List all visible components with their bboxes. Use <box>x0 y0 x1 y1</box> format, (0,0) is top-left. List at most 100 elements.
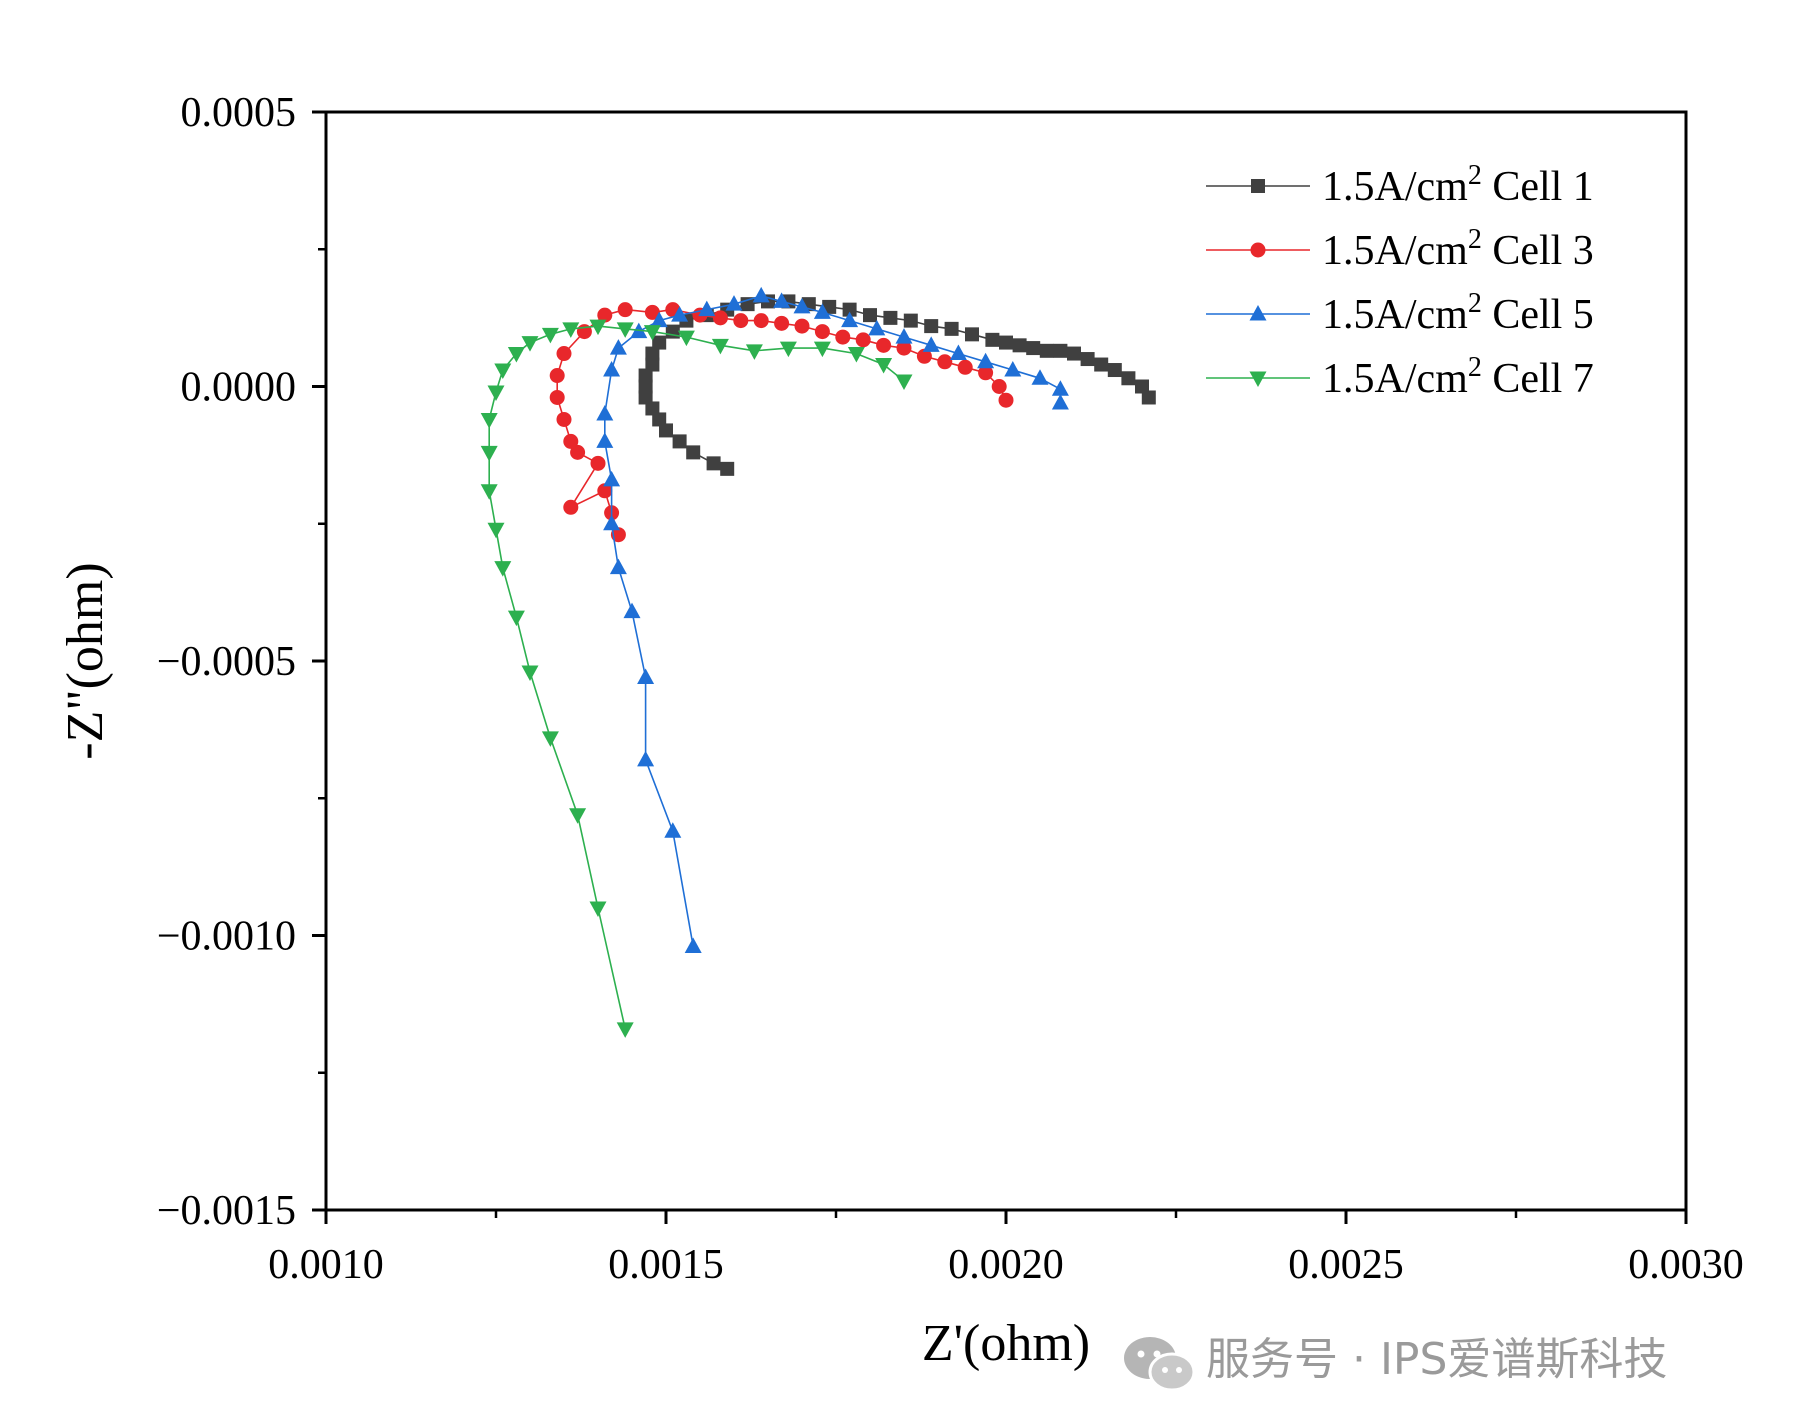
data-point <box>521 336 539 352</box>
data-point <box>985 332 1000 347</box>
data-point <box>774 315 790 331</box>
data-point <box>638 368 653 383</box>
data-point <box>794 318 810 334</box>
data-point <box>753 313 769 329</box>
watermark-text: 服务号 · IPS爱谱斯科技 <box>1206 1334 1667 1385</box>
legend-marker <box>1250 242 1266 258</box>
data-point <box>842 302 857 317</box>
data-point <box>991 379 1007 394</box>
legend: 1.5A/cm2 Cell 11.5A/cm2 Cell 31.5A/cm2 C… <box>1206 160 1594 402</box>
data-point <box>978 365 994 381</box>
data-point <box>549 368 565 384</box>
x-axis-ticks: 0.0010 0.0015 0.0020 0.0025 0.0030 <box>268 1210 1744 1288</box>
data-point <box>686 445 701 460</box>
data-point <box>1067 346 1081 361</box>
x-tick-label: 0.0025 <box>1288 1242 1404 1288</box>
series-line <box>488 325 905 1029</box>
series-2 <box>549 302 1014 543</box>
data-point <box>494 363 512 380</box>
legend-label-cell: Cell 3 <box>1482 228 1594 274</box>
data-point <box>643 325 661 341</box>
data-point <box>875 358 893 374</box>
data-point <box>868 319 886 336</box>
data-point <box>1031 369 1049 385</box>
data-point <box>480 412 498 429</box>
y-axis-title: -Z"(ohm) <box>57 562 114 759</box>
data-point <box>733 313 749 329</box>
data-point <box>596 404 614 421</box>
data-point <box>652 412 667 427</box>
legend-marker <box>1251 179 1265 193</box>
data-point <box>609 339 627 355</box>
data-point <box>711 338 729 355</box>
y-tick-label: −0.0005 <box>157 639 296 685</box>
y-tick-label: −0.0010 <box>157 914 296 960</box>
data-point <box>569 808 587 824</box>
series-line <box>644 300 1150 470</box>
series-3 <box>596 286 1069 953</box>
data-point <box>562 322 580 338</box>
data-point <box>903 313 918 328</box>
legend-label-unit: 1.5A/cm <box>1322 164 1468 210</box>
data-point <box>644 304 660 320</box>
data-point <box>725 295 743 311</box>
data-point <box>863 308 877 323</box>
data-point <box>684 937 702 953</box>
data-point <box>672 434 687 449</box>
legend-marker <box>1249 305 1267 321</box>
data-point <box>617 302 633 318</box>
data-point <box>1026 341 1041 356</box>
data-point <box>720 461 735 476</box>
data-point <box>677 330 695 347</box>
data-point <box>1004 361 1022 377</box>
data-point <box>597 307 613 323</box>
data-point <box>1039 343 1054 358</box>
data-point <box>645 357 660 372</box>
data-point <box>1135 379 1149 394</box>
data-point <box>813 303 831 319</box>
data-point <box>494 561 512 577</box>
legend-label: 1.5A/cm2 Cell 3 <box>1322 224 1594 274</box>
legend-label: 1.5A/cm2 Cell 1 <box>1322 160 1594 210</box>
data-point <box>659 423 673 438</box>
data-point <box>645 401 660 416</box>
x-tick-label: 0.0030 <box>1628 1242 1744 1288</box>
legend-item: 1.5A/cm2 Cell 1 <box>1206 160 1594 210</box>
data-point <box>590 455 606 471</box>
legend-item: 1.5A/cm2 Cell 3 <box>1206 224 1594 274</box>
data-point <box>480 484 498 500</box>
data-point <box>745 344 763 360</box>
data-point <box>1141 390 1156 405</box>
data-point <box>773 292 791 308</box>
data-point <box>589 319 607 336</box>
data-point <box>671 306 689 322</box>
data-point <box>752 286 770 303</box>
data-point <box>1094 357 1109 372</box>
data-point <box>1051 393 1069 410</box>
legend-label-superscript: 2 <box>1468 160 1482 191</box>
data-point <box>793 297 811 314</box>
data-point <box>876 337 892 353</box>
data-point <box>521 665 539 681</box>
legend-label-unit: 1.5A/cm <box>1322 356 1468 402</box>
data-point <box>896 340 912 356</box>
wechat-icon <box>1124 1337 1196 1392</box>
data-point <box>1080 352 1095 367</box>
data-point <box>616 1022 634 1038</box>
legend-label-superscript: 2 <box>1468 288 1482 319</box>
data-point <box>957 359 973 375</box>
data-point <box>637 668 655 684</box>
legend-label: 1.5A/cm2 Cell 7 <box>1322 352 1594 402</box>
data-point <box>999 335 1013 350</box>
legend-label-cell: Cell 5 <box>1482 292 1594 338</box>
data-point <box>965 327 979 342</box>
watermark: 服务号 · IPS爱谱斯科技 <box>1124 1334 1667 1392</box>
x-tick-label: 0.0010 <box>268 1242 384 1288</box>
data-point <box>480 445 498 462</box>
series-1 <box>638 294 1156 476</box>
legend-label-unit: 1.5A/cm <box>1322 228 1468 274</box>
data-point <box>603 470 621 487</box>
y-tick-label: −0.0015 <box>157 1188 296 1234</box>
data-point <box>847 347 865 363</box>
